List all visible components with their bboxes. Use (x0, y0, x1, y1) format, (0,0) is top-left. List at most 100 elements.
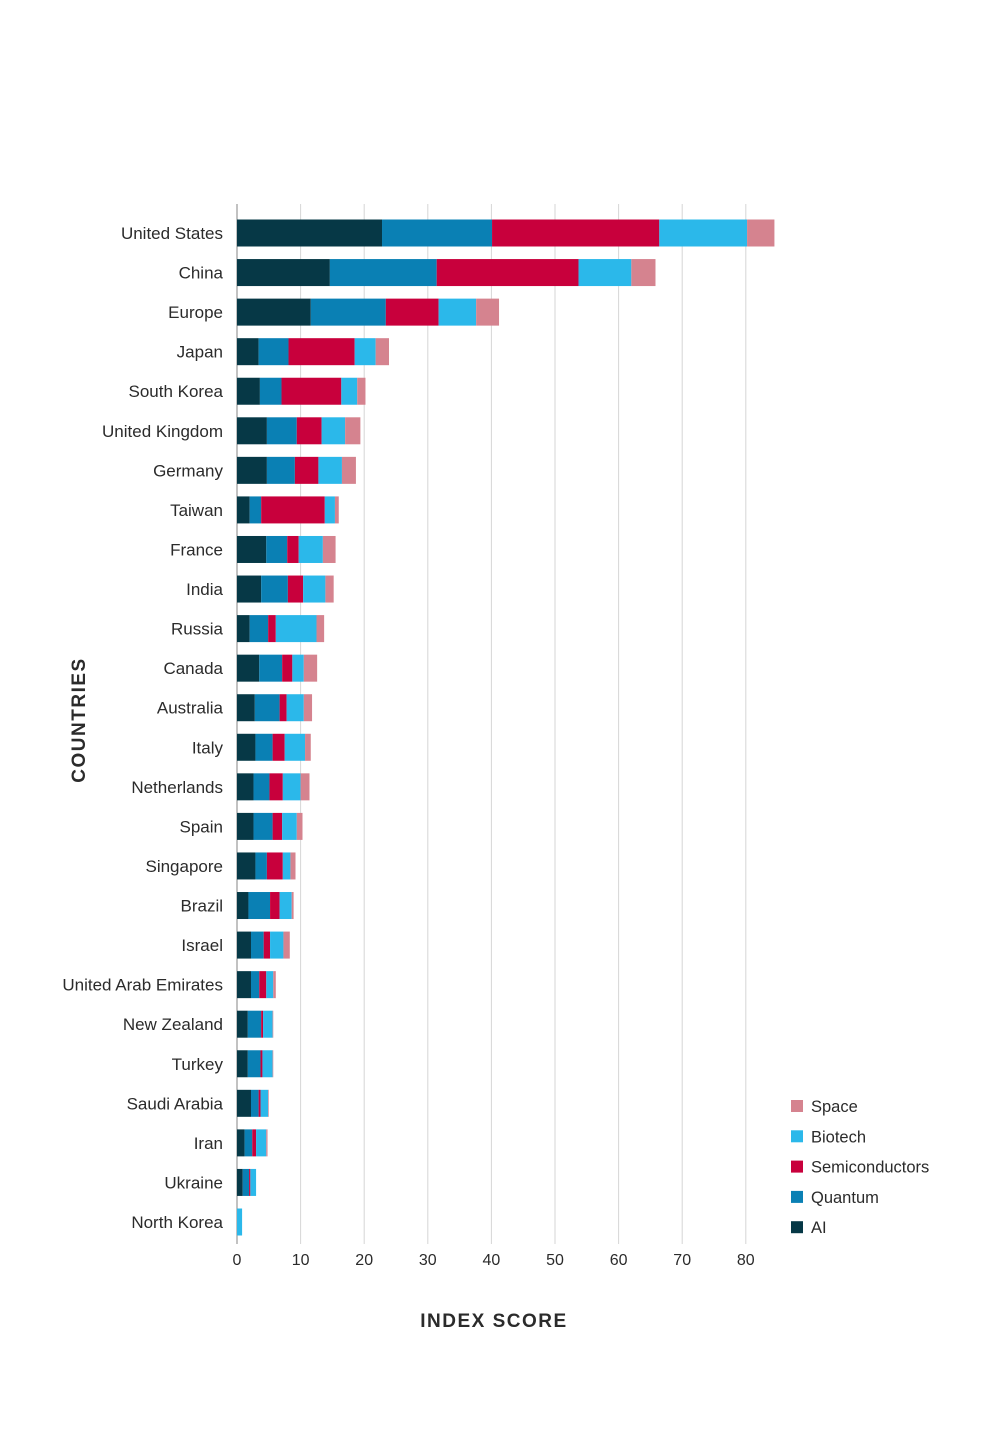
bar-segment-ai (237, 852, 256, 880)
bar-segment-biotech (286, 694, 304, 722)
bars (237, 219, 775, 1236)
bar-segment-semiconductors (272, 812, 283, 840)
bar-segment-semiconductors (385, 298, 439, 326)
bar-segment-ai (237, 496, 250, 524)
bar-segment-quantum (247, 1010, 262, 1038)
bar-segment-space (300, 773, 310, 801)
bar-segment-ai (237, 773, 254, 801)
bar-segment-semiconductors (287, 535, 299, 563)
category-label: Taiwan (170, 501, 223, 520)
category-label: Ukraine (164, 1173, 223, 1192)
bar-segment-biotech (256, 1129, 267, 1157)
legend-swatch-semiconductors (791, 1160, 803, 1173)
legend: Space Biotech Semiconductors Quantum AI (791, 1098, 929, 1237)
x-tick-label: 60 (610, 1252, 628, 1269)
bar-segment-semiconductors (436, 259, 579, 287)
bar-segment-quantum (382, 219, 493, 247)
bar-segment-ai (237, 812, 254, 840)
bar-segment-ai (237, 615, 250, 643)
bar-segment-space (316, 615, 325, 643)
gridlines (236, 204, 747, 1244)
y-axis-title: COUNTRIES (69, 657, 90, 782)
bar-segment-space (291, 892, 294, 920)
bar-segment-space (334, 496, 339, 524)
bar-segment-quantum (242, 1168, 250, 1196)
legend-label: Space (811, 1098, 858, 1116)
category-label: South Korea (128, 382, 223, 401)
legend-label: Quantum (811, 1189, 879, 1207)
x-tick-label: 70 (673, 1252, 691, 1269)
bar-segment-semiconductors (272, 733, 285, 761)
legend-swatch-biotech (791, 1130, 803, 1143)
bar-segment-quantum (250, 931, 264, 959)
bar-segment-ai (237, 733, 256, 761)
category-label: Netherlands (131, 778, 223, 797)
bar-segment-biotech (659, 219, 748, 247)
x-tick-label: 10 (292, 1252, 310, 1269)
bar-segment-ai (237, 1010, 248, 1038)
category-label: Iran (194, 1134, 223, 1153)
category-label: Turkey (172, 1055, 224, 1074)
bar-segment-space (357, 377, 366, 405)
category-label: Australia (157, 699, 224, 718)
bar-segment-semiconductors (279, 694, 287, 722)
bar-segment-biotech (260, 1089, 269, 1117)
bar-segment-space (341, 456, 356, 484)
bar-segment-space (747, 219, 775, 247)
bar-segment-ai (237, 535, 267, 563)
category-label: North Korea (131, 1213, 223, 1232)
bar-segment-quantum (248, 892, 271, 920)
category-label: Europe (168, 303, 223, 322)
bar-segment-semiconductors (294, 456, 319, 484)
category-label: Canada (163, 659, 223, 678)
bar-segment-ai (237, 654, 260, 682)
bar-segment-semiconductors (258, 1089, 261, 1117)
legend-swatch-space (791, 1100, 803, 1112)
category-label: United Kingdom (102, 422, 223, 441)
x-tick-label: 0 (233, 1252, 242, 1269)
bar-segment-biotech (438, 298, 477, 326)
bar-segment-semiconductors (252, 1129, 257, 1157)
bar-segment-space (322, 535, 336, 563)
bar-segment-biotech (237, 1208, 243, 1236)
bar-segment-biotech (578, 259, 632, 287)
bar-segment-ai (237, 298, 311, 326)
bar-segment-space (296, 812, 303, 840)
category-label: Spain (180, 817, 223, 836)
x-tick-label: 40 (483, 1252, 501, 1269)
bar-segment-quantum (249, 496, 262, 524)
bar-segment-space (305, 733, 311, 761)
bar-segment-quantum (253, 773, 270, 801)
bar-segment-biotech (321, 417, 346, 445)
bar-segment-quantum (244, 1129, 253, 1157)
bar-segment-quantum (254, 694, 280, 722)
x-tick-label: 30 (419, 1252, 437, 1269)
bar-segment-quantum (266, 535, 288, 563)
bar-segment-biotech (263, 1010, 273, 1038)
bar-segment-ai (237, 931, 251, 959)
bar-segment-quantum (247, 1050, 261, 1078)
bar-segment-quantum (250, 971, 260, 999)
bar-segment-ai (237, 377, 260, 405)
bar-segment-ai (237, 694, 255, 722)
bar-segment-quantum (249, 615, 269, 643)
category-label: India (186, 580, 223, 599)
bar-segment-quantum (259, 377, 282, 405)
bar-segment-ai (237, 259, 330, 287)
bar-segment-ai (237, 456, 267, 484)
bar-segment-quantum (255, 852, 267, 880)
bar-segment-biotech (303, 575, 326, 603)
category-label: France (170, 540, 223, 559)
bar-segment-space (375, 338, 390, 366)
bar-segment-biotech (298, 535, 323, 563)
bar-segment-biotech (262, 1050, 273, 1078)
category-labels: United States China Europe Japan South Korea… (62, 224, 223, 1232)
bar-segment-semiconductors (263, 931, 271, 959)
bar-segment-space (272, 1050, 274, 1078)
bar-segment-space (272, 1010, 274, 1038)
category-label: Israel (181, 936, 223, 955)
bar-segment-quantum (258, 338, 289, 366)
bar-segment-semiconductors (249, 1168, 251, 1196)
bar-segment-quantum (266, 456, 295, 484)
